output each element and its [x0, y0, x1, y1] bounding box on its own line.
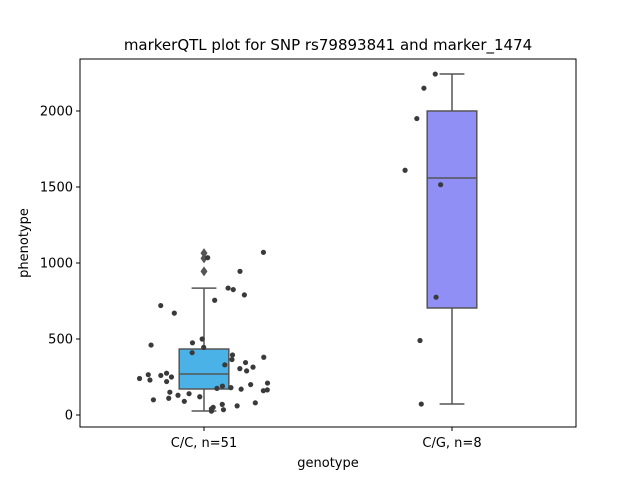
data-point [166, 395, 172, 401]
data-point [432, 71, 438, 77]
chart-title: markerQTL plot for SNP rs79893841 and ma… [124, 36, 532, 55]
data-point [181, 398, 187, 404]
data-point [189, 350, 195, 356]
box [426, 110, 478, 309]
x-axis-label: genotype [297, 456, 358, 471]
x-tick-label: C/C, n=51 [171, 436, 237, 451]
y-tick-label: 1500 [40, 180, 73, 195]
data-point [175, 392, 181, 398]
data-point [433, 294, 439, 300]
data-point [163, 370, 170, 376]
data-point [212, 297, 218, 303]
data-point [244, 368, 250, 374]
data-point [421, 85, 427, 91]
y-tick-label: 2000 [40, 104, 73, 119]
data-point [219, 383, 226, 389]
data-point [197, 394, 203, 400]
data-point [164, 378, 170, 385]
flier [200, 248, 208, 259]
data-point [167, 389, 173, 395]
data-point [147, 377, 153, 383]
data-point [241, 292, 247, 298]
data-point [260, 388, 266, 394]
box [178, 348, 230, 390]
data-point [229, 352, 236, 358]
data-point [214, 385, 220, 391]
data-point [248, 381, 254, 388]
data-point [136, 375, 143, 382]
data-point [150, 397, 157, 403]
data-point [230, 286, 236, 293]
y-tick-label: 0 [65, 408, 73, 423]
data-point [225, 285, 231, 291]
data-point [145, 372, 151, 378]
data-point [252, 400, 258, 406]
data-point [238, 386, 244, 392]
data-point [189, 340, 196, 346]
data-point [158, 372, 164, 379]
data-point [417, 337, 423, 344]
data-point [242, 359, 249, 366]
data-point [201, 344, 207, 350]
data-point [158, 302, 164, 309]
flier [200, 266, 208, 277]
data-point [199, 336, 205, 342]
data-point [414, 115, 420, 122]
x-tick-label: C/G, n=8 [422, 436, 481, 451]
data-point [208, 408, 215, 414]
data-point [148, 342, 154, 348]
data-point [260, 249, 267, 255]
y-tick-label: 1000 [40, 256, 73, 271]
data-point [228, 385, 234, 391]
data-point [219, 401, 225, 407]
data-point [237, 366, 243, 372]
data-point [234, 403, 240, 409]
data-point [250, 364, 256, 370]
y-tick-label: 500 [48, 332, 73, 347]
data-point [205, 255, 211, 261]
data-point [222, 362, 228, 368]
data-point [438, 182, 444, 188]
data-point [402, 167, 408, 173]
data-point [220, 407, 227, 413]
flier [200, 253, 208, 264]
data-point [186, 391, 192, 397]
data-point [237, 268, 243, 274]
data-point [261, 354, 267, 360]
data-point [229, 356, 235, 363]
data-point [171, 310, 177, 316]
data-point [168, 374, 175, 380]
data-point [264, 387, 270, 393]
plot-frame [79, 58, 577, 428]
y-axis-label: phenotype [17, 208, 32, 278]
data-point [264, 380, 271, 386]
data-point [418, 401, 424, 407]
